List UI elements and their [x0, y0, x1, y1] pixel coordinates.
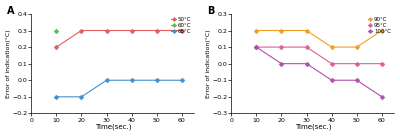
100°C — [329, 79, 334, 81]
Line: 100°C: 100°C — [255, 45, 384, 99]
90°C — [304, 30, 309, 31]
90°C — [279, 30, 284, 31]
90°C — [380, 30, 384, 31]
Line: 90°C: 90°C — [255, 29, 384, 49]
95°C — [380, 63, 384, 64]
X-axis label: Time(sec.): Time(sec.) — [294, 124, 331, 130]
Y-axis label: Error of indication(°C): Error of indication(°C) — [6, 29, 10, 98]
Text: A: A — [7, 6, 14, 16]
65°C — [154, 79, 159, 81]
50°C — [104, 30, 109, 31]
65°C — [104, 79, 109, 81]
90°C — [254, 30, 259, 31]
65°C — [79, 96, 84, 98]
95°C — [254, 46, 259, 48]
Y-axis label: Error of indication(°C): Error of indication(°C) — [206, 29, 210, 98]
50°C — [154, 30, 159, 31]
50°C — [129, 30, 134, 31]
100°C — [304, 63, 309, 64]
95°C — [279, 46, 284, 48]
Line: 95°C: 95°C — [255, 45, 384, 65]
100°C — [254, 46, 259, 48]
Legend: 50°C, 60°C, 65°C: 50°C, 60°C, 65°C — [171, 17, 192, 35]
90°C — [329, 46, 334, 48]
Line: 65°C: 65°C — [55, 78, 184, 99]
90°C — [354, 46, 359, 48]
65°C — [129, 79, 134, 81]
Line: 50°C: 50°C — [55, 29, 184, 49]
95°C — [304, 46, 309, 48]
50°C — [79, 30, 84, 31]
65°C — [180, 79, 184, 81]
100°C — [354, 79, 359, 81]
100°C — [279, 63, 284, 64]
65°C — [54, 96, 59, 98]
X-axis label: Time(sec.): Time(sec.) — [94, 124, 131, 130]
95°C — [354, 63, 359, 64]
Legend: 90°C, 95°C, 100°C: 90°C, 95°C, 100°C — [368, 17, 392, 35]
50°C — [54, 46, 59, 48]
100°C — [380, 96, 384, 98]
95°C — [329, 63, 334, 64]
Text: B: B — [207, 6, 214, 16]
50°C — [180, 30, 184, 31]
